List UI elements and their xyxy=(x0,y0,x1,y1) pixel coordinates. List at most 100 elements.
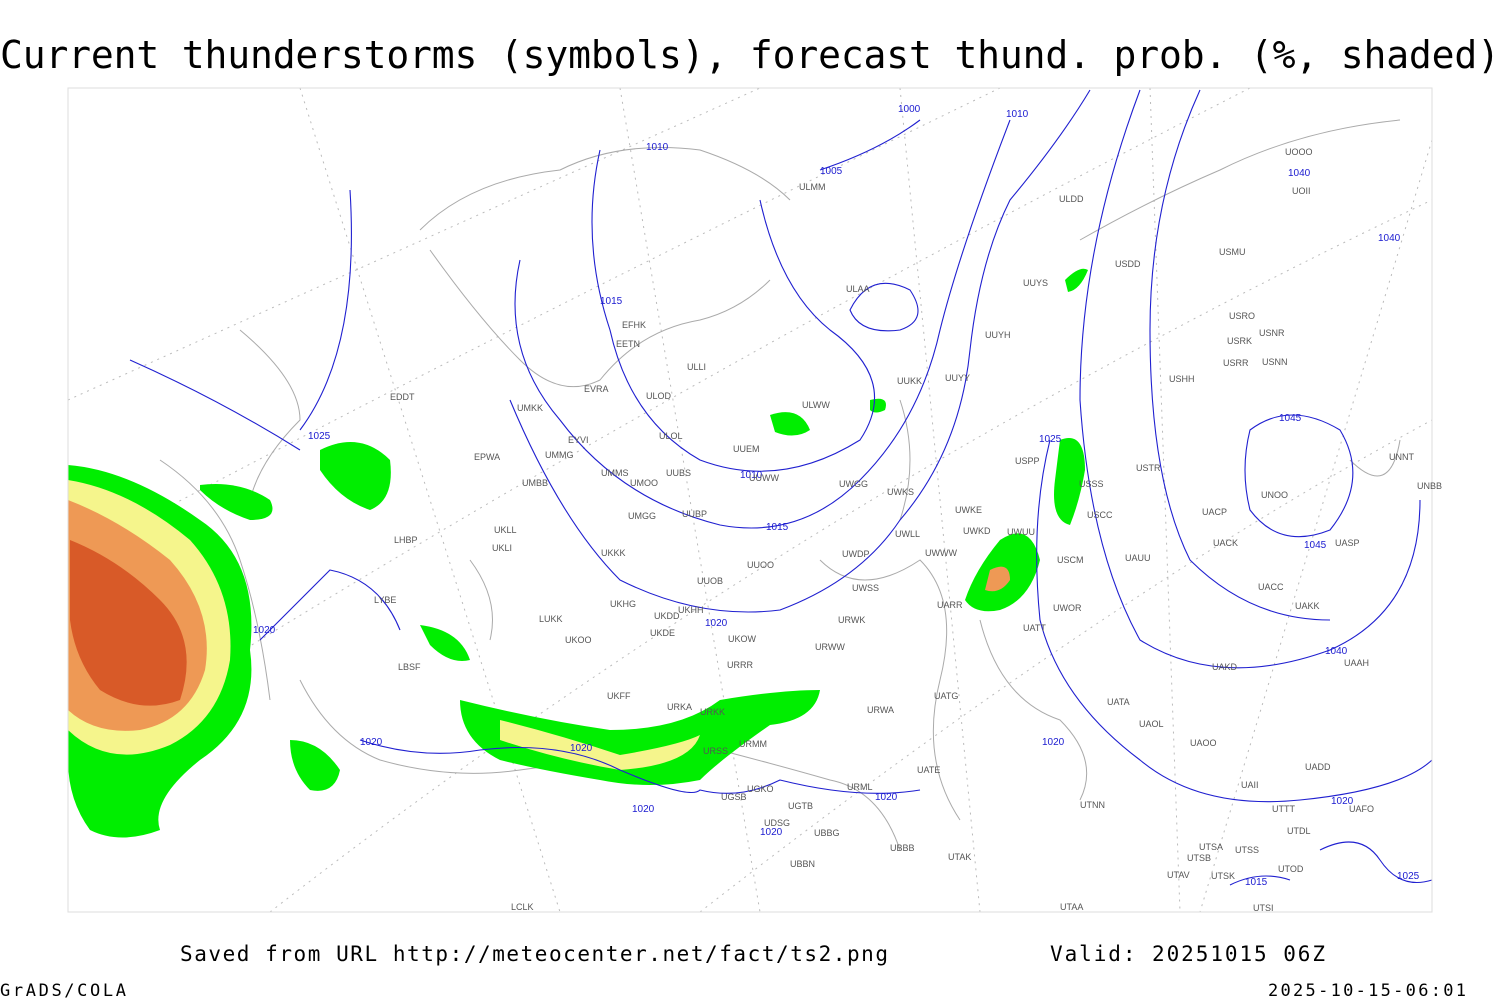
station-label: UUKK xyxy=(897,376,922,386)
isobar-label: 1015 xyxy=(766,522,789,533)
isobar-label: 1020 xyxy=(360,737,383,748)
isobar-label: 1010 xyxy=(740,470,763,481)
station-label: USCM xyxy=(1057,555,1084,565)
saved-from: Saved from URL http://meteocenter.net/fa… xyxy=(180,942,888,966)
station-label: UMBB xyxy=(522,478,548,488)
station-label: USRO xyxy=(1229,311,1255,321)
station-label: UUOB xyxy=(697,576,723,586)
station-label: UMOO xyxy=(630,478,658,488)
station-label: UWKD xyxy=(963,526,991,536)
station-label: USSS xyxy=(1079,479,1104,489)
station-label: UTOD xyxy=(1278,864,1304,874)
station-label: UUYY xyxy=(945,373,970,383)
isobar-label: 1045 xyxy=(1279,413,1302,424)
station-label: UKDE xyxy=(650,628,675,638)
station-label: UAOL xyxy=(1139,719,1164,729)
isobar-label: 1020 xyxy=(705,618,728,629)
isobar-label: 1045 xyxy=(1304,540,1327,551)
station-label: UATA xyxy=(1107,697,1130,707)
station-label: UTSK xyxy=(1211,871,1235,881)
station-label: UGTB xyxy=(788,801,813,811)
station-label: EDDT xyxy=(390,392,415,402)
station-label: UTSA xyxy=(1199,842,1223,852)
station-label: UMMS xyxy=(601,468,629,478)
station-label: UNOO xyxy=(1261,490,1288,500)
isobars xyxy=(129,89,1433,886)
station-label: UAOO xyxy=(1190,738,1217,748)
station-label: USCC xyxy=(1087,510,1113,520)
station-label: UUOO xyxy=(747,560,774,570)
station-label: UMMG xyxy=(545,450,574,460)
station-label: UGKO xyxy=(747,784,774,794)
station-label: UGSB xyxy=(721,792,747,802)
isobar-label: 1015 xyxy=(1245,877,1268,888)
station-label: URWK xyxy=(838,615,865,625)
station-label: UATT xyxy=(1023,623,1046,633)
station-label: ULWW xyxy=(802,400,830,410)
station-label: UAII xyxy=(1241,780,1259,790)
station-label: UNBB xyxy=(1417,481,1442,491)
station-label: UWGG xyxy=(839,479,868,489)
station-label: UDSG xyxy=(764,818,790,828)
station-label: UWKE xyxy=(955,505,982,515)
station-label: EPWA xyxy=(474,452,500,462)
station-label: UKHH xyxy=(678,605,704,615)
thunder-probability-shading xyxy=(68,268,1088,838)
station-label: UUWW xyxy=(749,473,779,483)
station-label: UKLI xyxy=(492,543,512,553)
station-label: UWOR xyxy=(1053,603,1082,613)
station-label: USPP xyxy=(1015,456,1040,466)
station-label: UKHG xyxy=(610,599,636,609)
station-label: UUYS xyxy=(1023,278,1048,288)
station-label: EETN xyxy=(616,339,640,349)
station-label: UACC xyxy=(1258,582,1284,592)
title: Current thunderstorms (symbols), forecas… xyxy=(0,33,1500,77)
station-label: UUEM xyxy=(733,444,760,454)
station-label: UTSI xyxy=(1253,903,1274,913)
station-label: UACK xyxy=(1213,538,1238,548)
station-label: EYVI xyxy=(568,435,589,445)
station-label: UKOO xyxy=(565,635,592,645)
station-label: UUBS xyxy=(666,468,691,478)
station-label: USHH xyxy=(1169,374,1195,384)
station-label: UTNN xyxy=(1080,800,1105,810)
station-label: URML xyxy=(847,782,873,792)
station-label: LYBE xyxy=(374,595,396,605)
station-label: URKK xyxy=(700,707,725,717)
isobar-label: 1020 xyxy=(760,827,783,838)
isobar-label: 1010 xyxy=(646,142,669,153)
station-label: UTAK xyxy=(948,852,971,862)
station-label: LHBP xyxy=(394,535,418,545)
station-label: UKLL xyxy=(494,525,517,535)
isobar-label: 1025 xyxy=(1039,434,1062,445)
station-label: UARR xyxy=(937,600,963,610)
station-label: LUKK xyxy=(539,614,563,624)
station-label: USDD xyxy=(1115,259,1141,269)
station-label: UWUU xyxy=(1007,527,1035,537)
isobar-label: 1005 xyxy=(820,166,843,177)
valid-time: Valid: 20251015 06Z xyxy=(1050,942,1325,966)
station-label: UTSB xyxy=(1187,853,1211,863)
station-label: UADD xyxy=(1305,762,1331,772)
station-label: UKKK xyxy=(601,548,626,558)
isobar-label: 1020 xyxy=(1042,737,1065,748)
station-label: UKOW xyxy=(728,634,757,644)
station-label: LCLK xyxy=(511,902,534,912)
isobar-label: 1020 xyxy=(632,804,655,815)
station-label: UWWW xyxy=(925,548,957,558)
station-label: UTSS xyxy=(1235,845,1259,855)
station-label: UBBB xyxy=(890,843,915,853)
station-label: UUBP xyxy=(682,509,707,519)
station-label: ULAA xyxy=(846,284,870,294)
station-label: USNN xyxy=(1262,357,1288,367)
isobar-label: 1020 xyxy=(253,625,276,636)
station-label: UBBG xyxy=(814,828,840,838)
station-label: UTAA xyxy=(1060,902,1083,912)
station-label: ULOL xyxy=(659,431,683,441)
station-label: URWW xyxy=(815,642,845,652)
isobar-label: 1040 xyxy=(1378,233,1401,244)
station-label: UASP xyxy=(1335,538,1360,548)
station-label: UAKK xyxy=(1295,601,1320,611)
station-label: UWSS xyxy=(852,583,879,593)
